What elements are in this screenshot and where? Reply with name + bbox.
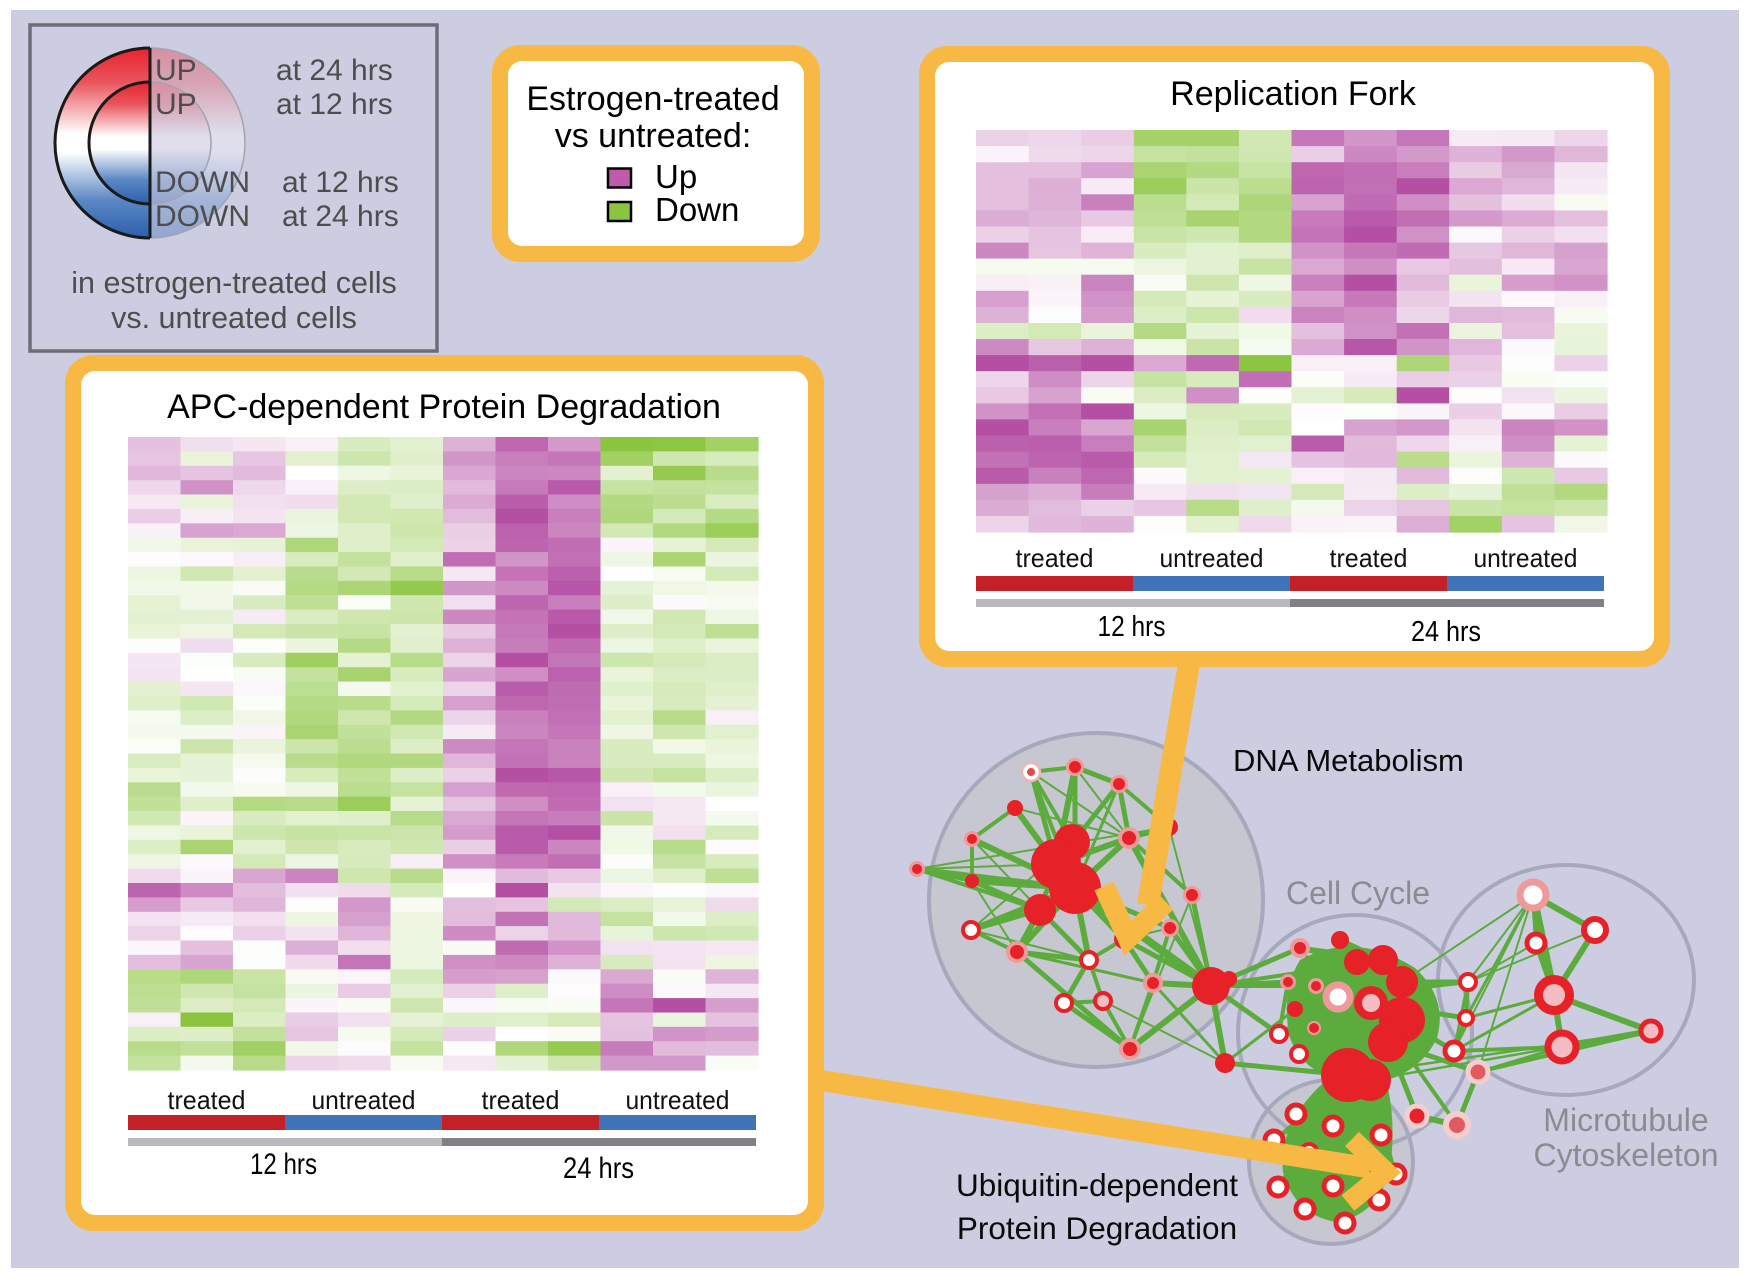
svg-text:DOWN: DOWN <box>155 166 250 199</box>
svg-text:untreated: untreated <box>1160 543 1264 573</box>
svg-text:Cytoskeleton: Cytoskeleton <box>1534 1137 1719 1173</box>
svg-text:treated: treated <box>1330 543 1408 573</box>
svg-text:at 12 hrs: at 12 hrs <box>282 166 399 199</box>
svg-text:treated: treated <box>1016 543 1094 573</box>
svg-text:vs untreated:: vs untreated: <box>555 117 752 155</box>
svg-text:Estrogen-treated: Estrogen-treated <box>526 80 779 118</box>
svg-text:Up: Up <box>655 158 697 195</box>
svg-text:24 hrs: 24 hrs <box>563 1152 634 1185</box>
svg-text:12 hrs: 12 hrs <box>1098 611 1166 643</box>
svg-text:at 24 hrs: at 24 hrs <box>282 200 399 233</box>
svg-text:untreated: untreated <box>1474 543 1578 573</box>
svg-text:treated: treated <box>482 1085 560 1115</box>
svg-text:untreated: untreated <box>626 1085 730 1115</box>
svg-text:untreated: untreated <box>312 1085 416 1115</box>
svg-text:Down: Down <box>655 191 739 228</box>
svg-text:DOWN: DOWN <box>155 200 250 233</box>
svg-text:Ubiquitin-dependent: Ubiquitin-dependent <box>956 1167 1238 1203</box>
svg-text:at 12 hrs: at 12 hrs <box>276 88 393 121</box>
svg-text:APC-dependent Protein Degradat: APC-dependent Protein Degradation <box>167 388 721 426</box>
svg-text:in estrogen-treated cells: in estrogen-treated cells <box>71 266 397 300</box>
svg-text:DNA Metabolism: DNA Metabolism <box>1233 743 1464 778</box>
svg-text:24 hrs: 24 hrs <box>1411 616 1481 648</box>
svg-text:UP: UP <box>155 54 197 87</box>
svg-text:UP: UP <box>155 88 197 121</box>
svg-text:at 24 hrs: at 24 hrs <box>276 54 393 87</box>
svg-text:Cell Cycle: Cell Cycle <box>1286 875 1430 911</box>
svg-text:Protein Degradation: Protein Degradation <box>957 1210 1237 1246</box>
svg-text:vs. untreated cells: vs. untreated cells <box>111 301 357 335</box>
svg-text:Replication Fork: Replication Fork <box>1170 75 1417 113</box>
svg-text:treated: treated <box>168 1085 246 1115</box>
svg-text:Microtubule: Microtubule <box>1543 1102 1708 1138</box>
svg-text:12 hrs: 12 hrs <box>250 1148 317 1181</box>
